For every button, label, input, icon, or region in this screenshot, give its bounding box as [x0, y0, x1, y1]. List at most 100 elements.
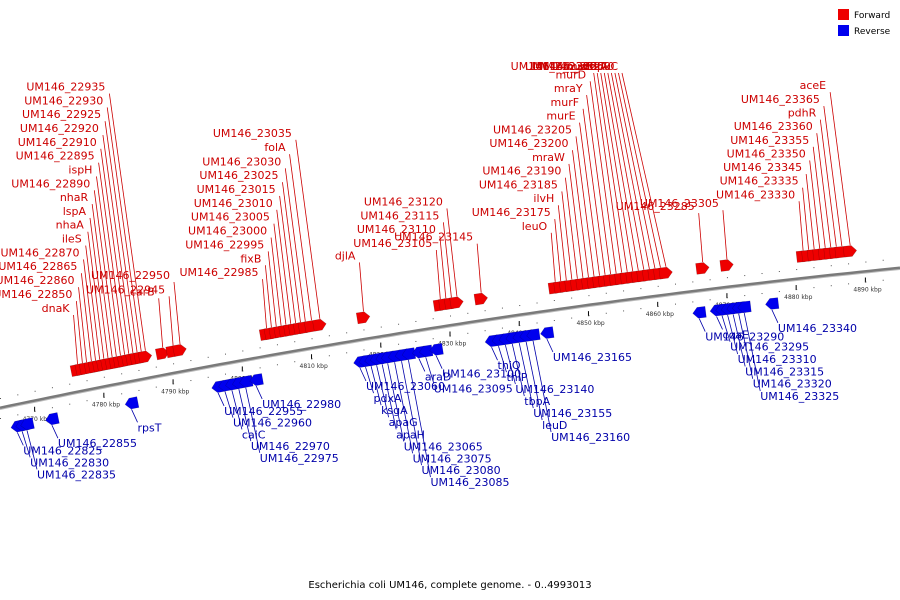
- forward-gene-leader-line: [589, 81, 617, 274]
- forward-gene-leader-line: [798, 201, 804, 251]
- minor-tick-lower: [501, 327, 503, 329]
- forward-gene-arrow: [658, 266, 673, 280]
- reverse-gene-arrow: [692, 306, 707, 319]
- forward-gene-leader-line: [93, 190, 117, 357]
- scale-tick-label: 4810 kbp: [300, 363, 328, 370]
- forward-gene-leader-line: [439, 236, 447, 299]
- minor-tick-upper: [328, 335, 330, 337]
- forward-gene-label: UM146_22950: [91, 269, 170, 282]
- reverse-gene-leader-line: [425, 357, 435, 384]
- minor-tick-lower: [484, 330, 486, 332]
- minor-tick-upper: [882, 259, 884, 261]
- minor-tick-upper: [623, 290, 625, 292]
- minor-tick-upper: [51, 387, 53, 389]
- minor-tick-lower: [865, 281, 867, 283]
- minor-tick-upper: [259, 347, 261, 349]
- forward-gene-label: UM146_23360: [734, 120, 813, 133]
- forward-gene-leader-line: [561, 191, 573, 280]
- reverse-gene-label: coaE: [723, 328, 750, 341]
- minor-tick-lower: [657, 305, 659, 307]
- legend-forward-swatch: [838, 9, 849, 20]
- forward-gene-label: leuO: [522, 220, 548, 233]
- forward-gene-label: UM146_23115: [360, 209, 439, 222]
- forward-gene-leader-line: [73, 314, 78, 365]
- forward-gene-label: UM146_23030: [202, 155, 281, 168]
- forward-gene-leader-line: [816, 133, 832, 248]
- forward-gene-leader-line: [476, 243, 482, 293]
- minor-tick-upper: [692, 281, 694, 283]
- reverse-gene-label: UM146_22960: [233, 417, 312, 430]
- reverse-gene-label: ksgA: [381, 404, 408, 417]
- forward-gene-leader-line: [262, 279, 267, 329]
- minor-tick-lower: [813, 287, 815, 289]
- reverse-gene-label: UM146_23165: [553, 351, 632, 364]
- forward-gene-leader-line: [802, 187, 810, 250]
- forward-gene-leader-line: [621, 72, 667, 267]
- forward-gene-leader-line: [586, 95, 612, 275]
- reverse-gene-leader-line: [532, 340, 552, 433]
- label-line-layer: [16, 72, 851, 478]
- reverse-gene-label: UM146_23320: [753, 378, 832, 391]
- reverse-gene-label: UM146_23080: [422, 464, 501, 477]
- minor-tick-lower: [623, 310, 625, 312]
- reverse-gene-leader-line: [131, 409, 138, 423]
- minor-tick-lower: [225, 373, 226, 375]
- forward-gene-arrow: [842, 245, 857, 258]
- forward-gene-label: UM146_23230: [511, 60, 590, 73]
- reverse-gene-leader-line: [738, 313, 754, 379]
- legend-reverse-label: Reverse: [854, 27, 891, 37]
- minor-tick-lower: [830, 285, 832, 287]
- forward-gene-label: mraY: [554, 82, 583, 95]
- forward-gene-leader-line: [158, 298, 164, 348]
- forward-gene-leader-line: [75, 300, 83, 364]
- reverse-gene-label: UM146_22970: [251, 440, 330, 453]
- forward-gene-arrow: [449, 296, 464, 310]
- reverse-gene-arrow: [20, 417, 35, 431]
- forward-gene-leader-line: [108, 93, 146, 351]
- reverse-gene-leader-line: [238, 389, 252, 442]
- forward-gene-arrow: [695, 262, 710, 275]
- reverse-gene-label: UM146_22835: [37, 468, 116, 481]
- forward-gene-label: ddl: [583, 60, 600, 73]
- forward-gene-leader-line: [98, 162, 126, 355]
- reverse-gene-label: leuD: [542, 419, 567, 432]
- reverse-gene-arrow: [737, 300, 752, 314]
- scale-tick-label: 4860 kbp: [646, 311, 674, 318]
- reverse-gene-label: UM146_23325: [760, 390, 839, 403]
- forward-gene-label: UM146_22925: [22, 108, 101, 121]
- forward-gene-label: lspA: [63, 205, 87, 218]
- forward-gene-label: UM146_22985: [180, 266, 259, 279]
- forward-gene-leader-line: [593, 72, 623, 273]
- minor-tick-lower: [450, 335, 451, 337]
- forward-gene-leader-line: [85, 245, 101, 360]
- reverse-gene-label: UM146_23095: [434, 382, 513, 395]
- reverse-gene-leader-line: [491, 346, 498, 361]
- forward-gene-label: lpxC: [594, 60, 619, 73]
- minor-tick-lower: [242, 370, 244, 372]
- reverse-gene-arrow: [249, 373, 264, 386]
- minor-tick-upper: [398, 323, 400, 325]
- minor-tick-upper: [346, 332, 348, 334]
- forward-gene-label: UM146_22935: [26, 81, 105, 94]
- reverse-gene-leader-line: [408, 359, 431, 478]
- minor-tick-upper: [640, 288, 642, 290]
- reverse-gene-label: UM146_23060: [366, 380, 445, 393]
- reverse-gene-leader-line: [224, 391, 234, 418]
- forward-gene-leader-line: [698, 213, 704, 263]
- reverse-gene-label: UM146_23310: [738, 353, 817, 366]
- minor-tick-upper: [588, 295, 590, 297]
- forward-gene-label: murF: [551, 96, 580, 109]
- forward-gene-leader-line: [100, 148, 130, 354]
- forward-gene-label: UM146_23350: [727, 147, 806, 160]
- forward-gene-label: UM146_23345: [723, 161, 802, 174]
- forward-gene-label: UM146_23005: [191, 211, 270, 224]
- minor-tick-lower: [259, 367, 261, 369]
- forward-gene-arrow: [473, 292, 488, 306]
- minor-tick-upper: [675, 283, 676, 285]
- minor-tick-lower: [415, 340, 417, 342]
- forward-gene-label: UM146_23185: [479, 178, 558, 191]
- minor-tick-upper: [501, 307, 503, 309]
- minor-tick-upper: [450, 315, 451, 317]
- forward-gene-leader-line: [610, 72, 650, 270]
- minor-tick-upper: [726, 277, 728, 279]
